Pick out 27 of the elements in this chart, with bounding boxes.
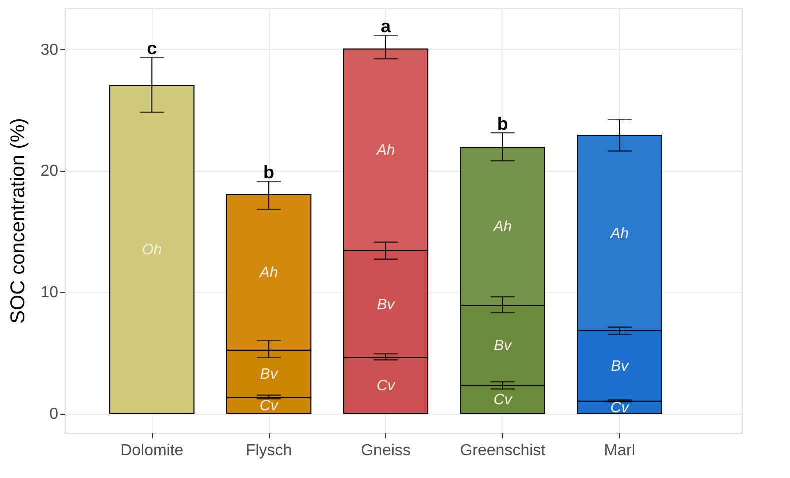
y-tick-label: 0 [50, 406, 59, 424]
text: Cv [494, 392, 512, 409]
annotation: b [497, 114, 508, 134]
series-label: Ah [258, 264, 278, 282]
x-tick-label: Marl [604, 442, 636, 460]
text: Cv [376, 378, 396, 395]
text: Bv [377, 296, 395, 314]
y-axis-title: SOC concentration (%) [8, 118, 30, 324]
x-tick-label: Dolomite [120, 442, 184, 460]
text: Bv [611, 358, 629, 376]
x-tick-label: Gneiss [361, 442, 411, 460]
text: Ah [376, 142, 396, 160]
text: Ah [494, 218, 512, 236]
series-label: Cv [260, 398, 280, 415]
series-label: Oh [142, 242, 162, 259]
series-label: Bv [260, 366, 280, 384]
y-tick-label: 30 [40, 42, 59, 59]
text: Cv [610, 400, 630, 416]
annotation: b [264, 162, 275, 182]
y-tick-label: 20 [40, 163, 59, 180]
y-tick-label: 10 [40, 284, 59, 302]
text: Bv [494, 338, 512, 355]
annotation: c [147, 38, 158, 59]
annotation: a [380, 16, 392, 37]
x-tick-label: Flysch [246, 442, 292, 460]
text: Ah [610, 225, 630, 242]
x-tick-label: Greenschist [460, 442, 546, 460]
